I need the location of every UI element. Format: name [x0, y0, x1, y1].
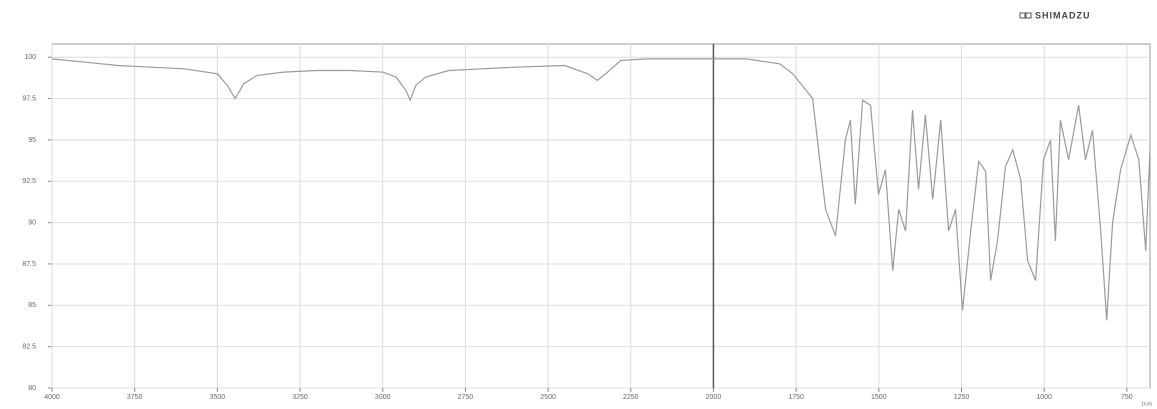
logo-icon: [1019, 12, 1026, 19]
chart-title: SHIMADZU: [1035, 10, 1091, 20]
y-tick-label: 100: [24, 54, 36, 61]
y-tick-label: 97.5: [22, 95, 36, 102]
logo-icon: [1025, 12, 1032, 19]
x-tick-label: 2500: [540, 394, 556, 401]
y-tick-label: 85: [28, 302, 36, 309]
plot-frame: [51, 43, 1151, 389]
x-tick-label: 2250: [623, 394, 639, 401]
x-tick-label: 3250: [292, 394, 308, 401]
y-tick-label: 95: [28, 137, 36, 144]
y-tick-label: 87.5: [22, 261, 36, 268]
x-tick-label: 1000: [1036, 394, 1052, 401]
y-tick-label: 92.5: [22, 178, 36, 185]
x-tick-label: 4000: [44, 394, 60, 401]
x-tick-label: 1500: [871, 394, 887, 401]
logo: SHIMADZU: [1019, 10, 1091, 20]
x-tick-label: 3000: [375, 394, 391, 401]
y-tick-label: 82.5: [22, 343, 36, 350]
x-tick-label: 1250: [954, 394, 970, 401]
y-tick-label: 80: [28, 385, 36, 392]
x-tick-label: 3750: [127, 394, 143, 401]
spectrum-line: [51, 58, 1151, 321]
y-tick-label: 90: [28, 219, 36, 226]
x-tick-label: 2000: [706, 394, 722, 401]
x-tick-label: 750: [1121, 394, 1133, 401]
x-tick-label: 1750: [788, 394, 804, 401]
x-tick-label: 3500: [210, 394, 226, 401]
x-unit: 1/cm: [1141, 401, 1152, 407]
x-tick-label: 2750: [458, 394, 474, 401]
